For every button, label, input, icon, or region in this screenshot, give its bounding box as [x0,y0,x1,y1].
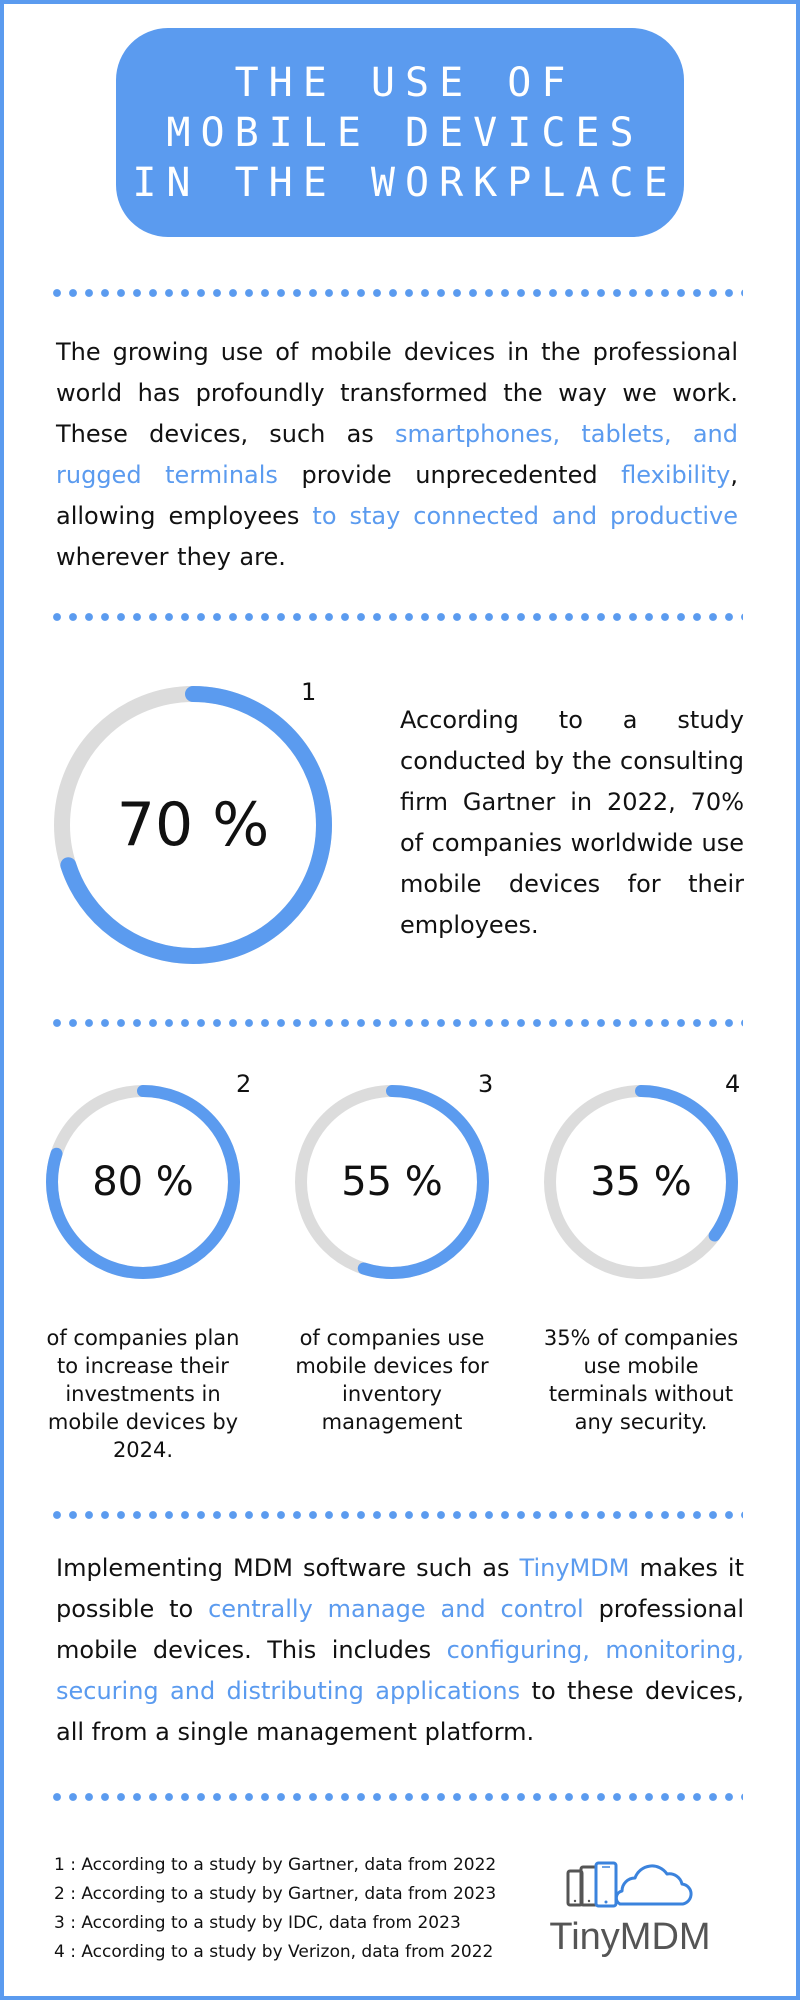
reference-number: 4 [725,1070,741,1098]
dotted-divider [53,1793,743,1801]
ring-chart [544,1085,738,1279]
tinymdm-logo: TinyMDM [540,1858,720,1958]
stat-value: 80 % [92,1159,194,1205]
ring-chart [46,1085,240,1279]
stat-value: 55 % [341,1159,443,1205]
mdm-paragraph: Implementing MDM software such as TinyMD… [56,1548,744,1753]
progress-ring-80: 80 % [45,1084,241,1280]
mdm-highlight-features: configuring, monitoring, securing and di… [56,1636,744,1705]
title-line-1: THE USE OF [234,59,576,106]
reference-number: 1 [301,678,317,706]
intro-text: , allowing employees [56,461,738,530]
dotted-divider [53,1019,743,1027]
footnote-2: 2 : According to a study by Gartner, dat… [54,1884,497,1904]
intro-highlight-devices: smartphones, tablets, and rugged termina… [56,420,739,489]
stat-value: 70 % [116,790,270,860]
mdm-text: professional mobile devices. This includ… [56,1595,744,1664]
footnote-4: 4 : According to a study by Verizon, dat… [54,1942,494,1962]
intro-text: The growing use of mobile devices in the… [56,338,738,448]
footnote-3: 3 : According to a study by IDC, data fr… [54,1913,461,1933]
stat-caption: of companies plan to increase their inve… [46,1326,240,1462]
intro-text: provide unprecedented [277,461,622,489]
ring-chart [54,686,332,964]
ring-chart [295,1085,489,1279]
dotted-divider [53,1511,743,1519]
title-line-2: MOBILE DEVICES [166,109,644,156]
mdm-text: makes it possible to [56,1554,745,1623]
intro-highlight-connected: to stay connected and productive [312,502,739,530]
mdm-text: Implementing MDM software such as [56,1554,520,1582]
title-line-3: IN THE WORKPLACE [132,159,678,206]
footnote-1: 1 : According to a study by Gartner, dat… [54,1855,497,1875]
stat-value: 35 % [590,1159,692,1205]
footnotes: 1 : According to a study by Gartner, dat… [54,1851,496,1967]
intro-paragraph: The growing use of mobile devices in the… [56,332,738,578]
stat-caption: of companies use mobile devices for inve… [295,1326,489,1434]
mdm-highlight-manage: centrally manage and control [208,1595,584,1623]
progress-ring-35: 35 % [543,1084,739,1280]
reference-number: 3 [478,1070,494,1098]
intro-highlight-flexibility: flexibility [621,461,731,489]
progress-ring-70: 70 % [54,686,332,964]
mdm-highlight-tinymdm: TinyMDM [519,1554,630,1582]
mdm-text: to these devices, all from a single mana… [56,1677,745,1746]
title-banner: THE USE OF MOBILE DEVICES IN THE WORKPLA… [116,28,684,237]
reference-number: 2 [236,1070,252,1098]
stat-caption: 35% of companies use mobile terminals wi… [543,1326,739,1434]
progress-ring-55: 55 % [294,1084,490,1280]
devices-cloud-icon [566,1861,693,1908]
dotted-divider [53,289,743,297]
dotted-divider [53,613,743,621]
logo-wordmark: TinyMDM [549,1916,711,1958]
stat-description: According to a study conducted by the co… [400,706,744,939]
intro-text: wherever they are. [56,543,286,571]
